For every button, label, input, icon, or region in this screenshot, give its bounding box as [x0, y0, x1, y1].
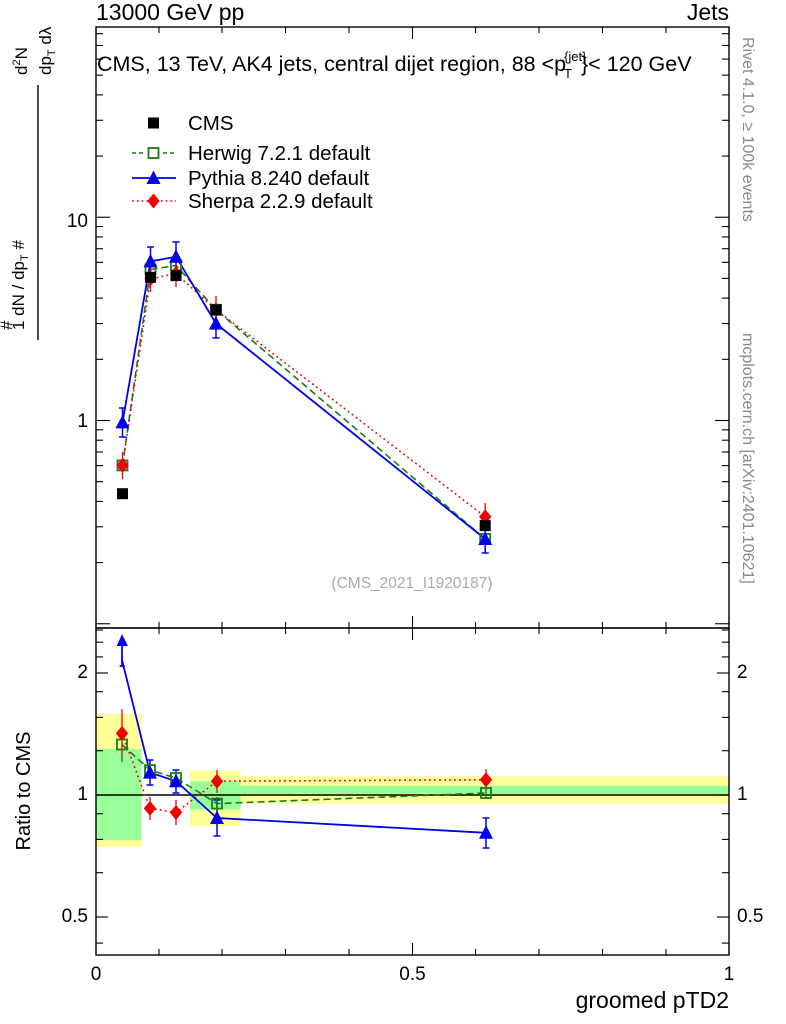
svg-text:10: 10 — [67, 211, 88, 232]
svg-text:Herwig 7.2.1 default: Herwig 7.2.1 default — [188, 142, 371, 165]
svg-text:Ratio to CMS: Ratio to CMS — [13, 732, 35, 851]
svg-text:1: 1 — [77, 411, 88, 432]
svg-text:(CMS_2021_I1920187): (CMS_2021_I1920187) — [331, 575, 492, 592]
svg-text:groomed pTD2: groomed pTD2 — [576, 987, 729, 1013]
svg-text:CMS, 13 TeV, AK4 jets, central: CMS, 13 TeV, AK4 jets, central dijet reg… — [97, 52, 566, 76]
svg-text:13000 GeV pp: 13000 GeV pp — [96, 0, 244, 25]
svg-text:T: T — [564, 66, 572, 81]
svg-text:Pythia 8.240 default: Pythia 8.240 default — [188, 167, 370, 190]
svg-text:CMS: CMS — [188, 112, 234, 135]
svg-text:1: 1 — [77, 784, 88, 805]
svg-text:2: 2 — [737, 662, 748, 683]
svg-text:1: 1 — [724, 964, 735, 985]
svg-text:Sherpa 2.2.9 default: Sherpa 2.2.9 default — [188, 190, 373, 213]
svg-text:1: 1 — [737, 784, 748, 805]
svg-text:0.5: 0.5 — [737, 906, 763, 927]
svg-text:2: 2 — [77, 662, 88, 683]
svg-text:1 dN / dpT #: 1 dN / dpT # — [9, 240, 31, 330]
svg-text:Jets: Jets — [687, 0, 729, 25]
svg-text:0: 0 — [91, 964, 102, 985]
svg-text:mcplots.cern.ch [arXiv:2401.10: mcplots.cern.ch [arXiv:2401.10621] — [739, 333, 756, 584]
svg-text:0.5: 0.5 — [399, 964, 425, 985]
svg-text:}< 120 GeV: }< 120 GeV — [581, 52, 692, 76]
svg-text:0.5: 0.5 — [62, 906, 88, 927]
svg-text:Rivet 4.1.0, ≥ 100k events: Rivet 4.1.0, ≥ 100k events — [739, 37, 756, 222]
